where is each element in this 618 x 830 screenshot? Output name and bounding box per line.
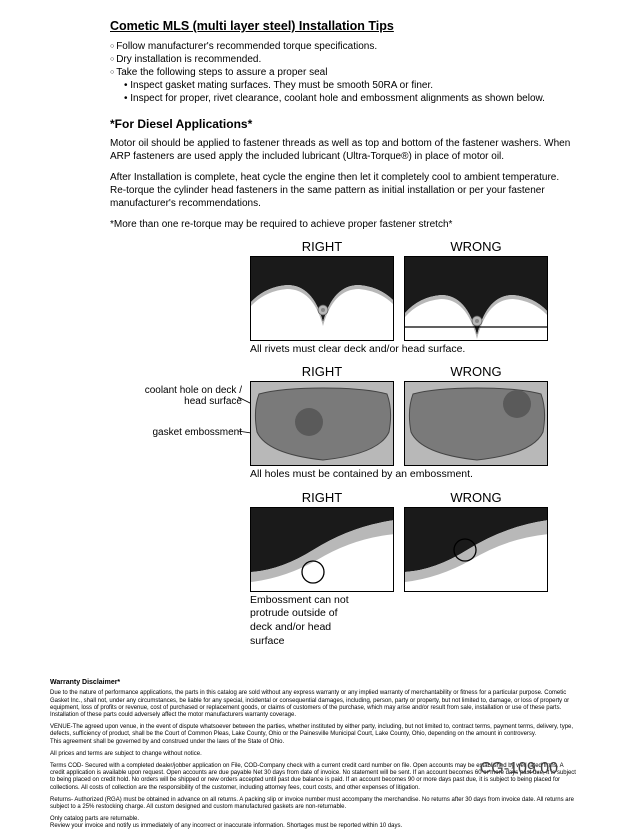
figure-row-holes: RIGHT WRONG coolant hole on deck / head … bbox=[50, 364, 578, 482]
caption-rivets: All rivets must clear deck and/or head s… bbox=[50, 343, 578, 357]
caption-emboss: Embossment can not protrude outside of d… bbox=[50, 594, 350, 649]
label-right: RIGHT bbox=[250, 239, 394, 256]
figure-row-rivets: RIGHT WRONG bbox=[50, 239, 578, 357]
disclaimer-para: Due to the nature of performance applica… bbox=[50, 690, 578, 719]
figures: RIGHT WRONG bbox=[50, 239, 578, 649]
label-right: RIGHT bbox=[250, 490, 394, 507]
label-wrong: WRONG bbox=[404, 490, 548, 507]
disclaimer: Warranty Disclaimer* Due to the nature o… bbox=[50, 678, 578, 830]
disclaimer-para: Only catalog parts are returnable. Revie… bbox=[50, 816, 578, 830]
diesel-heading: *For Diesel Applications* bbox=[110, 117, 578, 133]
disclaimer-para: All prices and terms are subject to chan… bbox=[50, 751, 578, 758]
fig-hole-right bbox=[250, 381, 394, 466]
annot-coolant-hole: coolant hole on deck / head surface bbox=[132, 385, 242, 407]
fig-rivet-right bbox=[250, 256, 394, 341]
page-title: Cometic MLS (multi layer steel) Installa… bbox=[50, 18, 578, 34]
diesel-para: After Installation is complete, heat cyc… bbox=[50, 171, 578, 210]
label-wrong: WRONG bbox=[404, 239, 548, 256]
fig-emboss-right bbox=[250, 507, 394, 592]
label-right: RIGHT bbox=[250, 364, 394, 381]
fig-hole-wrong bbox=[404, 381, 548, 466]
label-wrong: WRONG bbox=[404, 364, 548, 381]
document-number: CG-109.00 bbox=[480, 759, 558, 780]
diesel-para: Motor oil should be applied to fastener … bbox=[50, 137, 578, 163]
diesel-note: *More than one re-torque may be required… bbox=[50, 218, 578, 231]
fig-rivet-wrong bbox=[404, 256, 548, 341]
intro-item: Dry installation is recommended. bbox=[117, 53, 578, 66]
intro-item: Follow manufacturer's recommended torque… bbox=[117, 40, 578, 53]
intro-subitem: Inspect gasket mating surfaces. They mus… bbox=[117, 79, 578, 92]
intro-subitem: Inspect for proper, rivet clearance, coo… bbox=[117, 92, 578, 105]
caption-holes: All holes must be contained by an emboss… bbox=[50, 468, 578, 482]
disclaimer-para: VENUE-The agreed upon venue, in the even… bbox=[50, 724, 578, 746]
intro-item: Take the following steps to assure a pro… bbox=[117, 66, 578, 79]
intro-list: Follow manufacturer's recommended torque… bbox=[50, 40, 578, 105]
annot-embossment: gasket embossment bbox=[122, 427, 242, 438]
fig-emboss-wrong bbox=[404, 507, 548, 592]
disclaimer-heading: Warranty Disclaimer* bbox=[50, 678, 578, 687]
disclaimer-para: Returns- Authorized (RGA) must be obtain… bbox=[50, 797, 578, 811]
figure-row-emboss: RIGHT WRONG Embo bbox=[50, 490, 578, 648]
